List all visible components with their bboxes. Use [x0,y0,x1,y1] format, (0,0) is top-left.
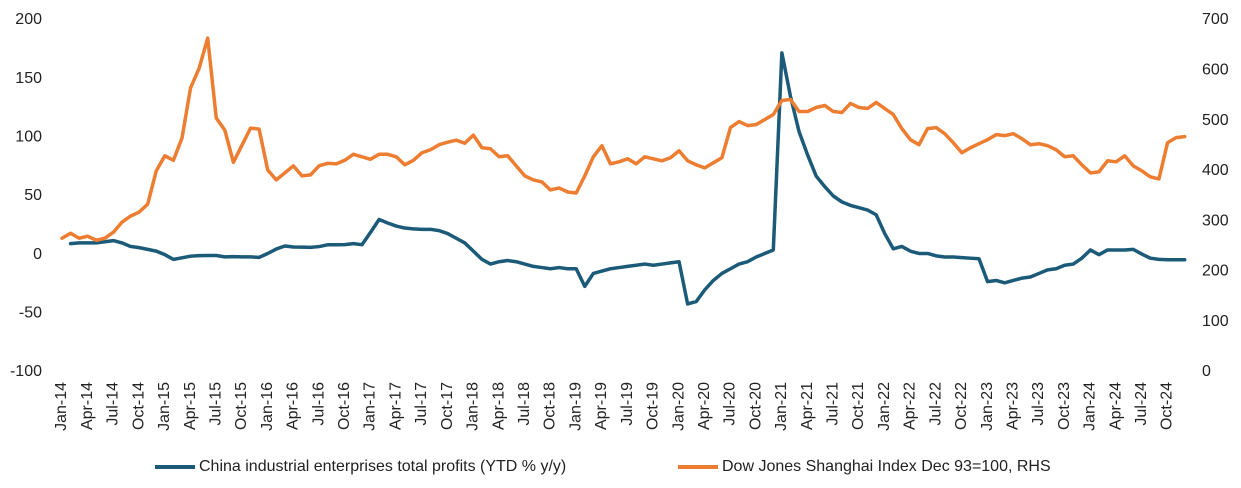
y2-tick-label: 200 [1202,263,1229,280]
x-tick-label: Apr-17 [387,382,404,430]
x-tick-label: Oct-22 [953,382,970,430]
x-tick-label: Jan-17 [362,382,379,431]
x-tick-label: Jan-23 [979,382,996,431]
x-tick-label: Oct-19 [645,382,662,430]
legend-label: Dow Jones Shanghai Index Dec 93=100, RHS [722,458,1051,475]
x-tick-label: Jan-15 [156,382,173,431]
x-tick-label: Apr-16 [285,382,302,430]
y2-tick-label: 0 [1202,363,1211,380]
x-tick-label: Jul-21 [825,382,842,426]
y2-tick-label: 600 [1202,62,1229,79]
y-tick-label: 0 [33,246,42,263]
x-tick-label: Apr-14 [79,382,96,430]
y2-tick-label: 500 [1202,112,1229,129]
y-tick-label: -100 [10,363,42,380]
y-tick-label: 150 [15,70,42,87]
x-tick-label: Jul-14 [105,382,122,426]
x-tick-label: Apr-15 [182,382,199,430]
x-tick-label: Jul-20 [722,382,739,426]
x-tick-label: Jul-16 [310,382,327,426]
series-line [60,36,1187,242]
x-tick-label: Apr-18 [490,382,507,430]
x-tick-label: Jul-17 [413,382,430,426]
x-tick-label: Oct-16 [336,382,353,430]
x-tick-label: Apr-22 [902,382,919,430]
y2-tick-label: 100 [1202,313,1229,330]
y-tick-label: -50 [19,305,42,322]
x-tick-label: Jan-21 [773,382,790,431]
x-tick-label: Jan-24 [1082,382,1099,431]
x-tick-label: Apr-20 [696,382,713,430]
x-tick-label: Apr-23 [1004,382,1021,430]
x-tick-label: Oct-21 [850,382,867,430]
y2-tick-label: 400 [1202,162,1229,179]
x-tick-label: Oct-17 [439,382,456,430]
x-tick-label: Jul-18 [516,382,533,426]
x-tick-label: Oct-18 [542,382,559,430]
x-tick-label: Jan-19 [567,382,584,431]
x-tick-label: Apr-19 [593,382,610,430]
x-tick-label: Jan-14 [53,382,70,431]
x-tick-label: Oct-24 [1159,382,1176,430]
series-line [68,51,1187,306]
legend-label: China industrial enterprises total profi… [199,458,566,475]
x-tick-label: Apr-24 [1107,382,1124,430]
y2-tick-label: 700 [1202,11,1229,28]
x-tick-label: Jan-22 [876,382,893,431]
x-tick-label: Jan-20 [670,382,687,431]
x-tick-label: Oct-20 [747,382,764,430]
x-tick-label: Jan-16 [259,382,276,431]
x-tick-label: Oct-23 [1056,382,1073,430]
y-tick-label: 50 [24,187,42,204]
x-tick-label: Jan-18 [465,382,482,431]
y-tick-label: 100 [15,129,42,146]
y-tick-label: 200 [15,11,42,28]
x-tick-label: Apr-21 [799,382,816,430]
x-tick-label: Oct-15 [233,382,250,430]
x-tick-label: Jul-22 [927,382,944,426]
x-tick-label: Jul-15 [207,382,224,426]
x-tick-label: Jul-23 [1030,382,1047,426]
x-tick-label: Jul-19 [619,382,636,426]
y2-tick-label: 300 [1202,212,1229,229]
x-tick-label: Jul-24 [1133,382,1150,426]
x-tick-label: Oct-14 [130,382,147,430]
